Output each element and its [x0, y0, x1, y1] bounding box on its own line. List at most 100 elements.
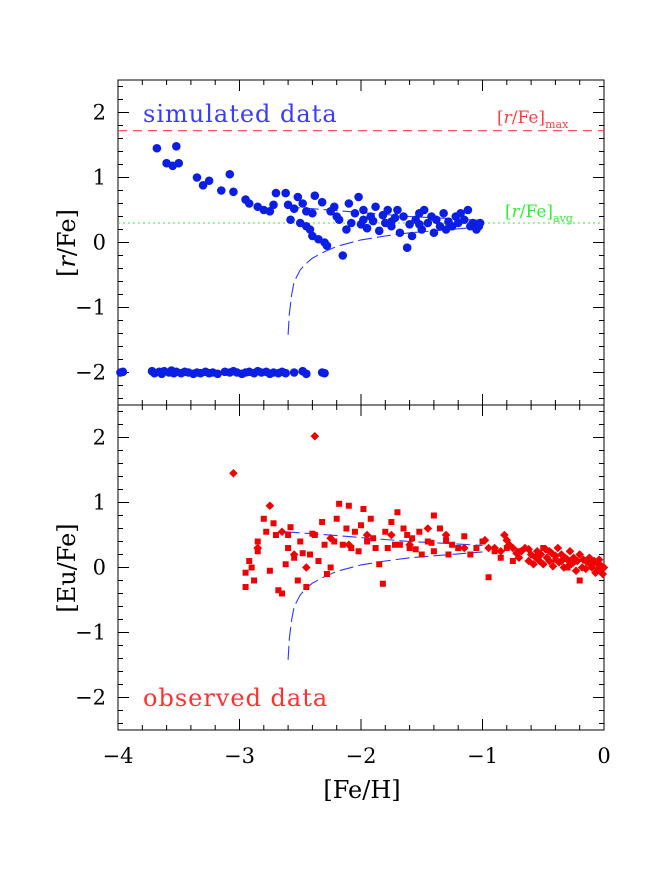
- data-point: [253, 543, 263, 553]
- y-tick-label: 2: [93, 426, 106, 450]
- data-point: [441, 530, 451, 540]
- data-point: [382, 528, 389, 535]
- data-point: [529, 559, 538, 569]
- data-point: [379, 580, 386, 587]
- data-point: [286, 215, 295, 225]
- data-point: [251, 577, 258, 584]
- data-point: [559, 563, 569, 572]
- data-point: [362, 223, 372, 233]
- data-point: [424, 538, 431, 545]
- y-tick-label: 1: [93, 166, 106, 190]
- bottom-plot-frame: [117, 404, 605, 731]
- data-point: [496, 546, 506, 556]
- data-point: [598, 569, 608, 579]
- data-point: [302, 207, 311, 216]
- data-point: [415, 220, 424, 229]
- observed-data-label: observed data: [143, 684, 328, 712]
- data-point: [302, 369, 311, 379]
- data-point: [407, 231, 417, 241]
- data-point: [345, 502, 352, 509]
- data-point: [263, 528, 270, 535]
- data-point: [576, 577, 583, 584]
- data-point: [310, 431, 320, 441]
- data-point: [396, 541, 403, 548]
- data-point: [475, 218, 485, 228]
- y-tick-label: −1: [75, 621, 106, 645]
- data-point: [174, 158, 184, 168]
- data-point: [344, 199, 354, 208]
- data-point: [225, 169, 235, 179]
- top-y-tick-labels: 2 1 0 −1 −2: [75, 101, 106, 385]
- data-point: [461, 533, 468, 540]
- data-point: [405, 220, 414, 229]
- data-point: [548, 561, 558, 571]
- data-point: [320, 368, 329, 378]
- data-point: [293, 192, 303, 202]
- data-point: [374, 226, 384, 236]
- data-point: [367, 515, 374, 522]
- data-point: [269, 200, 278, 210]
- data-point: [551, 551, 560, 561]
- bottom-model-curves: [285, 531, 483, 660]
- data-point: [467, 551, 474, 558]
- data-point: [331, 538, 338, 545]
- data-point: [485, 574, 492, 581]
- data-point: [275, 587, 282, 594]
- y-tick-label: 0: [93, 556, 106, 580]
- data-point: [392, 541, 399, 548]
- data-point: [509, 558, 516, 564]
- data-point: [289, 368, 299, 377]
- data-point: [342, 225, 351, 234]
- data-point: [303, 584, 310, 590]
- data-point: [429, 228, 439, 238]
- data-point: [409, 535, 416, 542]
- data-point: [358, 522, 364, 529]
- bottom-panel: 210−1−2 −4 −3 −2 −1 0 observed data [Eu/Fe] …: [53, 404, 611, 804]
- data-point: [326, 533, 335, 543]
- data-point: [266, 567, 273, 574]
- data-point: [404, 532, 411, 538]
- data-point: [402, 243, 412, 252]
- x-tick-label: −2: [346, 744, 377, 768]
- r-fe-max-label: [r/Fe]max: [497, 108, 569, 131]
- x-tick-label: 0: [597, 744, 610, 768]
- data-point: [287, 524, 294, 531]
- data-point: [282, 561, 289, 568]
- data-point: [321, 541, 328, 548]
- bottom-y-tick-labels: 2 1 0 −1 −2: [75, 426, 106, 710]
- data-point: [538, 559, 548, 569]
- data-point: [339, 541, 346, 548]
- data-point: [545, 556, 554, 566]
- data-point: [484, 543, 493, 553]
- data-point: [418, 551, 425, 558]
- data-point: [387, 530, 396, 540]
- data-point: [285, 545, 292, 551]
- data-point: [265, 207, 275, 216]
- data-point: [198, 181, 208, 190]
- data-point: [443, 537, 450, 544]
- r-fe-avg-label: [r/Fe]avg: [505, 202, 573, 225]
- data-point: [299, 550, 306, 557]
- top-reference-lines: [118, 130, 604, 224]
- data-point: [315, 558, 322, 564]
- data-point: [459, 543, 469, 553]
- data-point: [517, 546, 526, 556]
- data-point: [508, 543, 518, 553]
- data-point: [376, 561, 383, 568]
- x-axis-label: [Fe/H]: [323, 776, 400, 804]
- data-point: [244, 199, 254, 208]
- y-tick-label: −2: [75, 686, 106, 710]
- data-point: [393, 205, 402, 215]
- data-point: [557, 556, 566, 566]
- data-point: [416, 528, 423, 535]
- data-point: [419, 205, 429, 215]
- x-tick-labels: −4 −3 −2 −1 0: [103, 744, 611, 768]
- data-point: [289, 550, 299, 559]
- data-point: [545, 546, 554, 556]
- data-point: [370, 535, 377, 542]
- data-point: [204, 176, 214, 186]
- data-point: [553, 543, 563, 553]
- data-point: [344, 540, 354, 550]
- data-point: [311, 532, 318, 538]
